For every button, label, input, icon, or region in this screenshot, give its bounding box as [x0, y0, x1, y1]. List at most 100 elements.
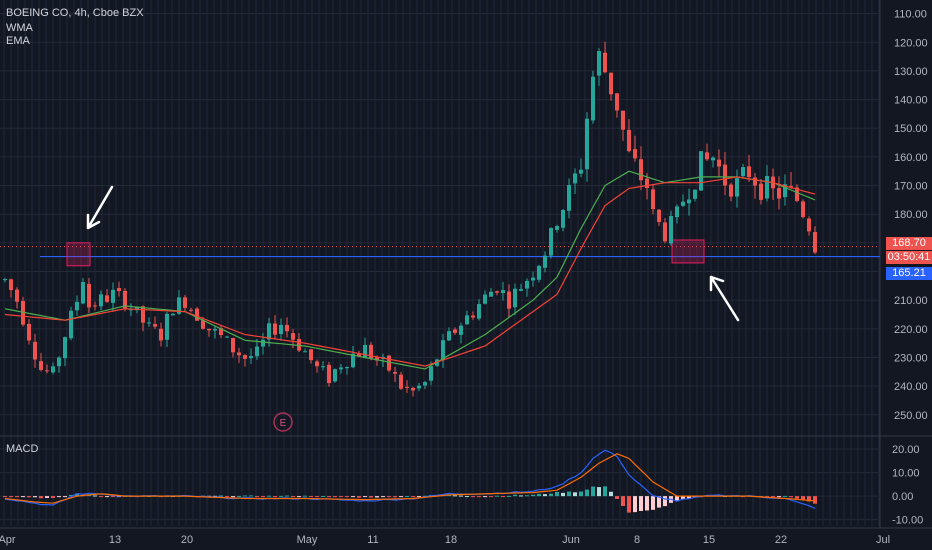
macd-histogram-bar	[537, 493, 541, 497]
macd-histogram-bar	[615, 496, 619, 499]
horizontal-line-price-label: 165.21	[886, 267, 932, 280]
wma-line	[4, 170, 816, 370]
macd-histogram-bar	[783, 495, 787, 497]
candle-body	[489, 291, 493, 297]
candle-body	[765, 175, 769, 199]
arrow-annotation-left	[86, 185, 114, 230]
wma-legend[interactable]: WMA	[6, 22, 33, 34]
candle-body	[327, 364, 331, 384]
candle-body	[375, 357, 379, 361]
macd-histogram-bar	[261, 496, 265, 498]
macd-histogram-bar	[519, 495, 523, 497]
candle-body	[585, 118, 589, 170]
macd-histogram-bar	[75, 493, 79, 497]
price-tick-label: 250.00	[894, 410, 928, 422]
macd-histogram-bar	[291, 496, 295, 498]
candle-body	[531, 277, 535, 281]
macd-histogram-bar	[555, 491, 559, 497]
candle-body	[387, 355, 391, 371]
candle-body	[411, 387, 415, 391]
candle-body	[57, 357, 61, 367]
candle-body	[597, 51, 601, 76]
countdown-label: 03:50:41	[886, 251, 932, 264]
time-tick-label: 18	[445, 534, 457, 546]
macd-legend[interactable]: MACD	[6, 443, 39, 455]
candle-body	[147, 322, 151, 324]
time-tick-label: 8	[634, 534, 640, 546]
candle-body	[297, 338, 301, 351]
macd-histogram-bar	[9, 496, 13, 498]
macd-histogram-bar	[567, 491, 571, 497]
macd-histogram-bar	[309, 496, 313, 498]
candle-body	[357, 354, 361, 357]
candle-body	[459, 325, 463, 335]
macd-histogram-bar	[249, 495, 253, 497]
macd-histogram-bar	[321, 495, 325, 497]
candle-body	[237, 352, 241, 356]
candle-body	[105, 295, 109, 302]
candle-body	[495, 291, 499, 293]
macd-histogram-bar	[471, 496, 475, 498]
earnings-marker	[273, 412, 293, 432]
candle-body	[255, 346, 259, 357]
candle-body	[39, 361, 43, 370]
macd-histogram-bar	[327, 496, 331, 498]
candle-body	[783, 184, 787, 198]
candle-body	[579, 169, 583, 174]
macd-histogram-bar	[69, 494, 73, 497]
macd-histogram-bar	[639, 496, 643, 511]
candle-body	[27, 323, 31, 341]
macd-histogram-bar	[651, 496, 655, 510]
macd-histogram-bar	[633, 496, 637, 513]
symbol-title: BOEING CO, 4h, Cboe BZX	[6, 7, 144, 19]
macd-histogram-bar	[303, 495, 307, 497]
candle-body	[519, 289, 523, 291]
candle-body	[693, 189, 697, 199]
macd-histogram-bar	[375, 496, 379, 498]
candle-body	[33, 341, 37, 360]
macd-histogram-bar	[243, 495, 247, 497]
candle-body	[753, 177, 757, 186]
candle-body	[717, 159, 721, 167]
candle-body	[735, 178, 739, 197]
macd-histogram-bar	[543, 494, 547, 497]
candle-body	[681, 201, 685, 206]
candle-body	[615, 93, 619, 111]
time-tick-label: 20	[181, 534, 193, 546]
macd-histogram-bar	[315, 496, 319, 498]
macd-histogram-bar	[57, 496, 61, 498]
candle-body	[423, 382, 427, 386]
ema-legend[interactable]: EMA	[6, 35, 30, 47]
macd-histogram-bar	[603, 486, 607, 497]
candle-body	[153, 324, 157, 327]
candle-body	[249, 356, 253, 359]
macd-histogram-bar	[681, 496, 685, 500]
candle-body	[675, 206, 679, 218]
macd-tick-label: 10.00	[892, 468, 920, 480]
macd-histogram-bar	[525, 495, 529, 497]
macd-histogram-bar	[111, 496, 115, 498]
candle-body	[243, 355, 247, 359]
candle-body	[729, 184, 733, 197]
macd-histogram-bar	[501, 496, 505, 498]
last-price-label: 168.70	[886, 237, 932, 250]
candle-body	[117, 288, 121, 292]
macd-histogram-bar	[771, 496, 775, 498]
macd-histogram-bar	[531, 494, 535, 497]
macd-histogram-bar	[453, 495, 457, 497]
price-tick-label: 150.00	[894, 123, 928, 135]
candle-body	[45, 370, 49, 372]
price-tick-label: 170.00	[894, 181, 928, 193]
macd-histogram-bar	[93, 495, 97, 497]
candle-body	[633, 149, 637, 159]
macd-histogram-bar	[63, 496, 67, 498]
macd-histogram-bar	[465, 496, 469, 498]
earnings-marker-label: E	[280, 418, 287, 429]
candle-body	[21, 301, 25, 325]
macd-histogram-bar	[345, 496, 349, 498]
candle-body	[231, 337, 235, 353]
macd-histogram-bar	[381, 496, 385, 498]
macd-histogram-bar	[333, 496, 337, 498]
candle-body	[9, 279, 13, 291]
